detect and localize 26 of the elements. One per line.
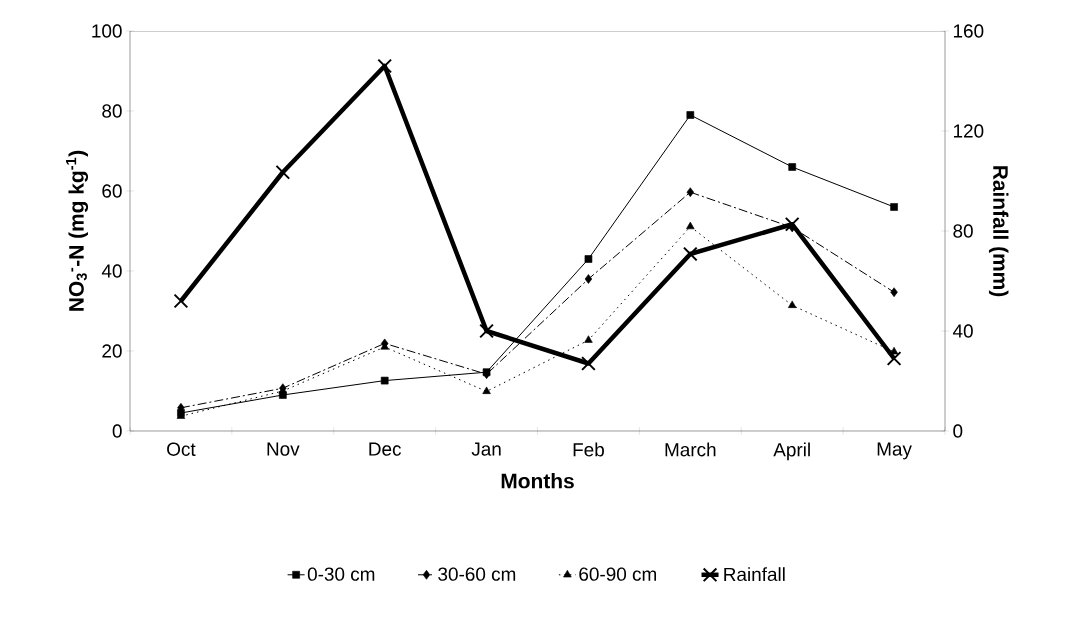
x-tick-label: March [665, 442, 716, 457]
y-tick-label: 20 [102, 344, 122, 358]
y2-axis-title: Rainfall (mm) [988, 166, 1009, 297]
y-tick-label: 60 [102, 184, 122, 198]
y2-tick-label: 120 [953, 124, 984, 138]
y-tick-label: 0 [112, 424, 122, 438]
x-tick-label: Jan [471, 442, 501, 456]
x-axis-title: Months [501, 473, 574, 489]
y2-tick-label: 80 [953, 224, 973, 238]
y-tick-label: 40 [101, 264, 122, 278]
x-tick-label: Oct [167, 442, 196, 456]
y2-tick-label: 40 [952, 324, 973, 338]
x-tick-label: Dec [369, 442, 402, 456]
x-tick-label: Nov [267, 442, 300, 456]
legend-label: Rainfall [724, 567, 785, 582]
legend-label: 0-30 cm [307, 567, 375, 581]
y-tick-label: 80 [102, 104, 122, 118]
legend-label: 30-60 cm [438, 567, 516, 581]
y2-tick-label: 0 [953, 424, 963, 438]
y-axis-title: NO$_{3}$$^{-}$-N (mg kg$^{-1}$) [66, 150, 89, 311]
y-tick-label: 100 [92, 24, 122, 38]
legend-label: 60-90 cm [579, 567, 656, 581]
x-tick-label: May [877, 442, 912, 460]
y2-tick-label: 160 [953, 24, 984, 38]
x-tick-label: Feb [573, 442, 604, 457]
x-tick-label: April [773, 442, 810, 461]
